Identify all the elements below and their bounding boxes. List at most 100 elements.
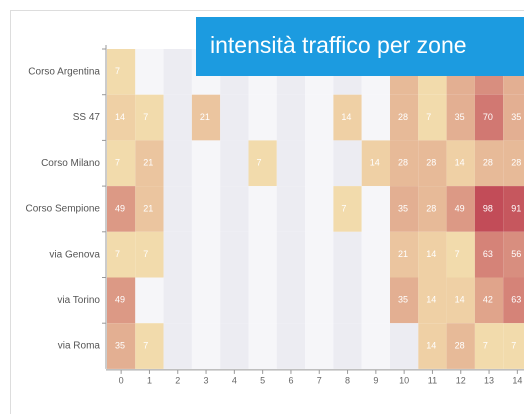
empty-cell — [191, 323, 221, 369]
empty-cell — [276, 94, 306, 141]
empty-cell — [276, 231, 306, 278]
x-tick-label: 10 — [399, 375, 409, 385]
cell — [135, 186, 164, 232]
cell — [107, 94, 136, 141]
cell — [503, 277, 524, 324]
empty-cell — [248, 186, 277, 232]
empty-cell — [248, 231, 277, 278]
cell-label: 28 — [426, 158, 436, 168]
cell-label: 14 — [426, 295, 436, 305]
empty-cell — [333, 323, 362, 369]
cell — [474, 231, 504, 278]
empty-cell — [220, 277, 249, 324]
cell-label: 56 — [511, 249, 521, 259]
empty-cell — [220, 94, 249, 141]
cell — [474, 277, 504, 324]
cell — [191, 94, 221, 141]
cell-label: 7 — [341, 203, 346, 213]
empty-cell — [135, 277, 164, 324]
cell-label: 28 — [483, 158, 493, 168]
cell-label: 14 — [341, 112, 351, 122]
empty-cell — [305, 231, 334, 278]
x-tick-label: 7 — [317, 375, 322, 385]
cell-label: 21 — [398, 249, 408, 259]
cell — [333, 186, 362, 232]
x-tick-label: 13 — [484, 375, 494, 385]
cell — [418, 277, 447, 324]
empty-cell — [276, 277, 306, 324]
cell-label: 7 — [511, 340, 516, 350]
cell — [390, 94, 419, 141]
x-tick-label: 1 — [147, 375, 152, 385]
cell-label: 14 — [370, 158, 380, 168]
y-tick-label: Corso Milano — [41, 158, 100, 169]
cell — [474, 94, 504, 141]
cell-label: 7 — [115, 249, 120, 259]
cell — [135, 323, 164, 369]
cell-label: 7 — [426, 112, 431, 122]
cell-label: 91 — [511, 203, 521, 213]
empty-cell — [305, 277, 334, 324]
x-tick-label: 4 — [232, 375, 237, 385]
cell-label: 21 — [200, 112, 210, 122]
chart-title: intensità traffico per zone — [210, 32, 467, 58]
cell-label: 28 — [398, 112, 408, 122]
cell — [361, 140, 390, 187]
cell — [135, 231, 164, 278]
empty-cell — [361, 94, 390, 141]
cell — [503, 323, 524, 369]
cell-label: 63 — [511, 295, 521, 305]
empty-cell — [333, 140, 362, 187]
cell — [446, 231, 475, 278]
cell-label: 7 — [143, 249, 148, 259]
empty-cell — [305, 323, 334, 369]
cell — [503, 94, 524, 141]
empty-cell — [163, 140, 192, 187]
empty-cell — [333, 231, 362, 278]
cell — [107, 140, 136, 187]
cell-label: 7 — [143, 112, 148, 122]
x-tick-label: 6 — [288, 375, 293, 385]
cell-label: 14 — [115, 112, 125, 122]
cell-label: 98 — [483, 203, 493, 213]
empty-cell — [390, 323, 419, 369]
y-tick-label: via Torino — [57, 295, 100, 306]
cell — [446, 140, 475, 187]
x-tick-label: 0 — [119, 375, 124, 385]
cell-label: 35 — [511, 112, 521, 122]
cell-label: 7 — [143, 340, 148, 350]
cell — [446, 94, 475, 141]
cell — [418, 140, 447, 187]
empty-cell — [163, 94, 192, 141]
cell-label: 21 — [143, 203, 153, 213]
cell-label: 7 — [455, 249, 460, 259]
x-tick-label: 5 — [260, 375, 265, 385]
frame — [10, 10, 524, 414]
empty-cell — [220, 323, 249, 369]
cell — [107, 231, 136, 278]
cell — [418, 94, 447, 141]
cell — [418, 323, 447, 369]
y-tick-label: SS 47 — [73, 112, 101, 123]
cell-label: 7 — [257, 158, 262, 168]
cells: Corso Argentina7287355635SS 471472114287… — [26, 45, 524, 385]
cell-label: 14 — [426, 340, 436, 350]
cell — [503, 140, 524, 187]
cell — [474, 140, 504, 187]
cell — [474, 323, 504, 369]
cell — [107, 186, 136, 232]
y-tick-label: Corso Sempione — [26, 204, 101, 215]
cell — [446, 277, 475, 324]
empty-cell — [248, 94, 277, 141]
empty-cell — [305, 186, 334, 232]
empty-cell — [191, 231, 221, 278]
cell-label: 7 — [115, 66, 120, 76]
cell — [390, 231, 419, 278]
cell-label: 28 — [426, 203, 436, 213]
empty-cell — [305, 140, 334, 187]
cell-label: 42 — [483, 295, 493, 305]
empty-cell — [220, 231, 249, 278]
empty-cell — [191, 186, 221, 232]
